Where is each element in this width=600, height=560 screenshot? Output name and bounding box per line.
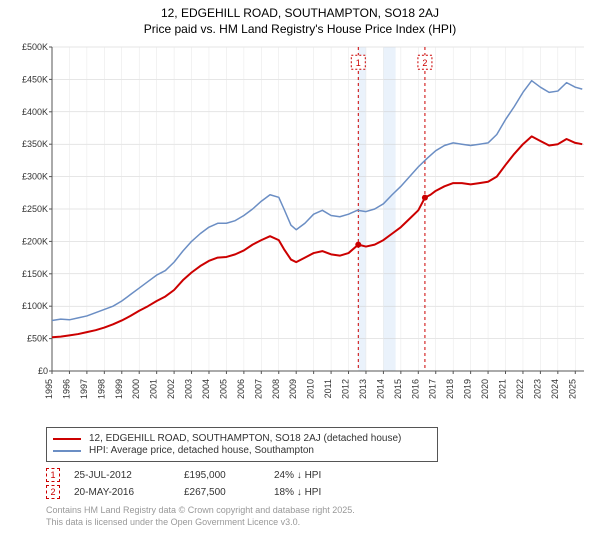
svg-text:2012: 2012: [341, 379, 351, 399]
svg-text:£300K: £300K: [22, 172, 48, 182]
sale-row: 2 20-MAY-2016£267,50018% ↓ HPI: [46, 485, 590, 499]
svg-text:1997: 1997: [79, 379, 89, 399]
svg-text:£350K: £350K: [22, 139, 48, 149]
attribution-footer: Contains HM Land Registry data © Crown c…: [46, 505, 590, 528]
sale-row: 1 25-JUL-2012£195,00024% ↓ HPI: [46, 468, 590, 482]
svg-text:£150K: £150K: [22, 269, 48, 279]
svg-text:2006: 2006: [236, 379, 246, 399]
title-line-1: 12, EDGEHILL ROAD, SOUTHAMPTON, SO18 2AJ: [10, 6, 590, 22]
legend-label: HPI: Average price, detached house, Sout…: [89, 445, 314, 456]
svg-text:1996: 1996: [61, 379, 71, 399]
svg-text:£50K: £50K: [27, 334, 48, 344]
chart-title: 12, EDGEHILL ROAD, SOUTHAMPTON, SO18 2AJ…: [10, 6, 590, 37]
footer-line-2: This data is licensed under the Open Gov…: [46, 517, 590, 529]
svg-text:2014: 2014: [375, 379, 385, 399]
svg-text:2007: 2007: [253, 379, 263, 399]
sale-date: 20-MAY-2016: [74, 487, 184, 498]
svg-text:2009: 2009: [288, 379, 298, 399]
svg-text:2003: 2003: [184, 379, 194, 399]
svg-text:£500K: £500K: [22, 42, 48, 52]
sales-table: 1 25-JUL-2012£195,00024% ↓ HPI 2 20-MAY-201…: [46, 468, 590, 499]
sale-delta: 24% ↓ HPI: [274, 470, 374, 481]
svg-text:2001: 2001: [149, 379, 159, 399]
svg-text:2002: 2002: [166, 379, 176, 399]
price-chart: £0 £50K £100K £150K £200K £250K £300K £350K £400…: [10, 41, 590, 421]
svg-text:2015: 2015: [393, 379, 403, 399]
svg-text:2021: 2021: [498, 379, 508, 399]
sale-price: £267,500: [184, 487, 274, 498]
svg-text:2020: 2020: [480, 379, 490, 399]
sale-price: £195,000: [184, 470, 274, 481]
svg-text:2: 2: [422, 58, 427, 68]
footer-line-1: Contains HM Land Registry data © Crown c…: [46, 505, 590, 517]
sale-date: 25-JUL-2012: [74, 470, 184, 481]
svg-text:2023: 2023: [532, 379, 542, 399]
svg-text:£450K: £450K: [22, 75, 48, 85]
svg-text:2011: 2011: [323, 379, 333, 398]
legend-row: 12, EDGEHILL ROAD, SOUTHAMPTON, SO18 2AJ…: [53, 433, 431, 444]
svg-text:2010: 2010: [306, 379, 316, 399]
svg-text:1: 1: [356, 58, 361, 68]
svg-text:2004: 2004: [201, 379, 211, 399]
svg-text:1995: 1995: [44, 379, 54, 399]
sale-marker: 1: [46, 468, 60, 482]
svg-text:2025: 2025: [567, 379, 577, 399]
svg-text:£250K: £250K: [22, 204, 48, 214]
sale-marker: 2: [46, 485, 60, 499]
svg-text:2000: 2000: [131, 379, 141, 399]
svg-text:2017: 2017: [428, 379, 438, 399]
svg-text:£0: £0: [38, 366, 48, 376]
legend-label: 12, EDGEHILL ROAD, SOUTHAMPTON, SO18 2AJ…: [89, 433, 401, 444]
svg-text:£200K: £200K: [22, 237, 48, 247]
legend-swatch: [53, 450, 81, 452]
svg-text:2019: 2019: [463, 379, 473, 399]
legend: 12, EDGEHILL ROAD, SOUTHAMPTON, SO18 2AJ…: [46, 427, 438, 462]
legend-swatch: [53, 438, 81, 440]
svg-text:2005: 2005: [218, 379, 228, 399]
svg-text:2013: 2013: [358, 379, 368, 399]
svg-text:£400K: £400K: [22, 107, 48, 117]
svg-text:2008: 2008: [271, 379, 281, 399]
svg-text:£100K: £100K: [22, 301, 48, 311]
svg-text:2024: 2024: [550, 379, 560, 399]
svg-text:2022: 2022: [515, 379, 525, 399]
legend-row: HPI: Average price, detached house, Sout…: [53, 445, 431, 456]
title-line-2: Price paid vs. HM Land Registry's House …: [10, 22, 590, 38]
svg-text:2016: 2016: [410, 379, 420, 399]
svg-text:1998: 1998: [96, 379, 106, 399]
sale-delta: 18% ↓ HPI: [274, 487, 374, 498]
svg-text:1999: 1999: [114, 379, 124, 399]
svg-text:2018: 2018: [445, 379, 455, 399]
